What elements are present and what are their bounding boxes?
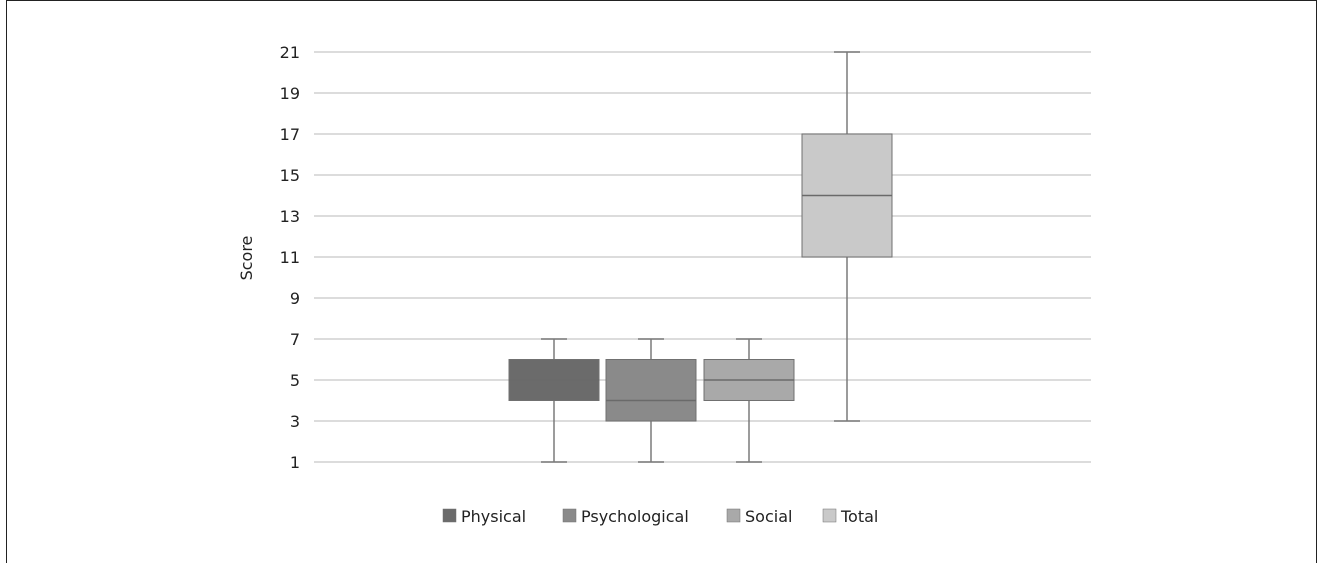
y-tick-label: 15: [280, 166, 300, 185]
figure-frame: [6, 0, 1317, 563]
legend: Physical Psychological Social Total: [442, 507, 878, 526]
box-physical: [508, 338, 600, 463]
iqr-box: [605, 359, 697, 422]
legend-label: Physical: [461, 507, 526, 526]
legend-swatch: [726, 508, 741, 523]
y-tick-label: 7: [290, 330, 300, 349]
y-tick-label: 5: [290, 371, 300, 390]
y-tick-label: 1: [290, 453, 300, 472]
box-total: [801, 51, 893, 422]
y-tick-label: 11: [280, 248, 300, 267]
legend-item-total: Total: [822, 507, 878, 526]
y-tick-label: 21: [280, 43, 300, 62]
legend-swatch: [562, 508, 577, 523]
gridlines: [314, 51, 1091, 463]
y-tick-label: 19: [280, 84, 300, 103]
legend-item-social: Social: [726, 507, 792, 526]
y-tick-label: 9: [290, 289, 300, 308]
legend-label: Total: [840, 507, 878, 526]
legend-swatch: [442, 508, 457, 523]
legend-label: Social: [745, 507, 792, 526]
legend-label: Psychological: [581, 507, 689, 526]
legend-swatch: [822, 508, 837, 523]
y-axis-title: Score: [237, 236, 256, 281]
box-psychological: [605, 338, 697, 463]
y-tick-label: 17: [280, 125, 300, 144]
legend-item-physical: Physical: [442, 507, 526, 526]
box-social: [703, 338, 795, 463]
y-tick-label: 13: [280, 207, 300, 226]
boxes: [508, 51, 893, 463]
y-tick-label: 3: [290, 412, 300, 431]
legend-item-psychological: Psychological: [562, 507, 689, 526]
